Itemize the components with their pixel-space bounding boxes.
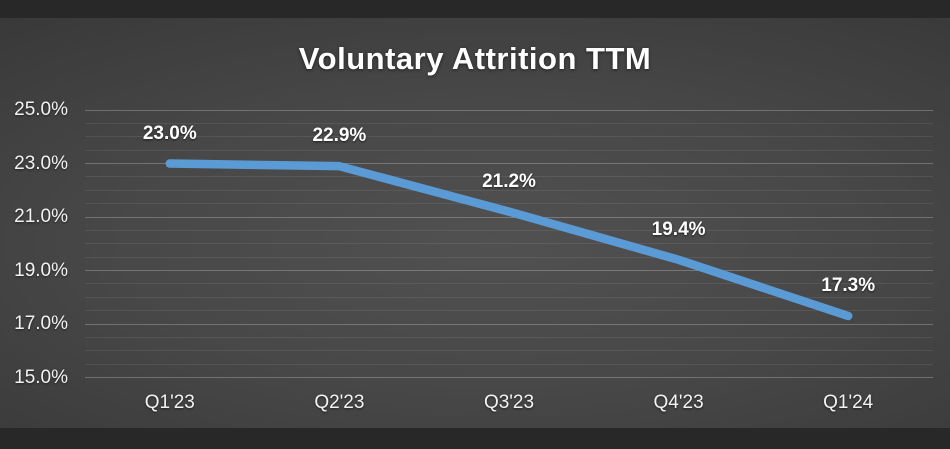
y-axis-tick-label: 17.0% [14, 313, 68, 334]
minor-gridline [85, 350, 933, 352]
major-gridline [85, 216, 933, 218]
minor-gridline [85, 363, 933, 365]
minor-gridline [85, 336, 933, 338]
x-axis-tick-label: Q3'23 [483, 392, 535, 413]
y-axis-tick-label: 25.0% [14, 99, 68, 120]
minor-gridline [85, 149, 933, 151]
y-axis-tick-label: 23.0% [14, 152, 68, 174]
data-point-label: 22.9% [312, 125, 367, 147]
minor-gridline [85, 229, 933, 231]
minor-gridline [85, 122, 933, 124]
minor-gridline [85, 243, 933, 245]
major-gridline [85, 323, 933, 325]
x-axis-tick-label: Q4'23 [653, 392, 704, 413]
minor-gridline [85, 310, 933, 312]
major-gridline [85, 270, 933, 271]
minor-gridline [85, 136, 933, 138]
major-gridline [85, 377, 933, 378]
data-point-label: 23.0% [142, 122, 197, 144]
y-axis-tick-label: 15.0% [14, 366, 68, 388]
data-point-label: 17.3% [821, 274, 876, 296]
data-point-label: 21.2% [482, 170, 536, 192]
x-axis-tick-label: Q2'23 [314, 392, 365, 413]
chart-title: Voluntary Attrition TTM [298, 41, 652, 76]
x-axis-tick-label: Q1'24 [823, 392, 874, 413]
data-point-label: 19.4% [651, 218, 706, 240]
x-axis-tick-label: Q1'23 [144, 392, 195, 413]
major-gridline [85, 163, 933, 164]
y-axis-tick-label: 21.0% [14, 206, 68, 227]
major-gridline [85, 109, 933, 111]
minor-gridline [85, 256, 933, 258]
y-axis-tick-label: 19.0% [14, 259, 68, 281]
minor-gridline [85, 203, 933, 205]
